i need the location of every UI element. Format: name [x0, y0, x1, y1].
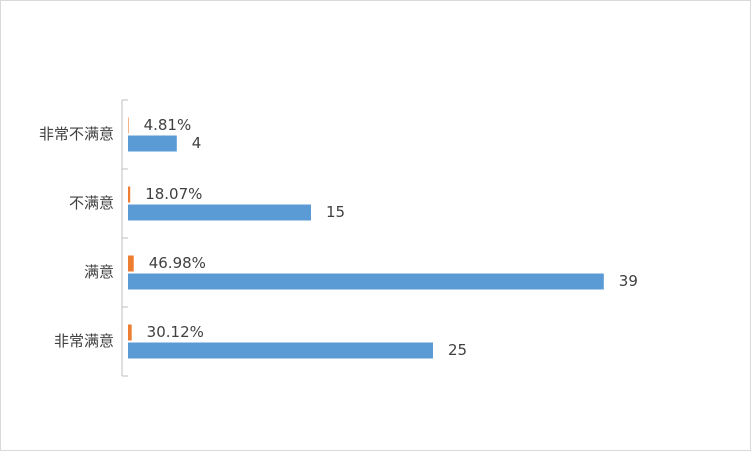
bar	[128, 324, 132, 341]
bar	[128, 186, 131, 203]
data-label: 4.81%	[144, 116, 192, 134]
data-label: 46.98%	[149, 254, 206, 272]
bar	[128, 342, 433, 359]
category-label: 满意	[84, 263, 114, 281]
data-label: 30.12%	[147, 323, 204, 341]
category-label: 非常不满意	[39, 125, 114, 143]
bar	[128, 135, 177, 152]
bar	[128, 273, 604, 290]
data-label: 39	[619, 272, 638, 290]
category-label: 不满意	[69, 194, 114, 212]
data-label: 4	[192, 134, 202, 152]
category-label: 非常满意	[54, 332, 114, 350]
data-label: 25	[448, 341, 467, 359]
data-label: 18.07%	[145, 185, 202, 203]
bar	[128, 117, 129, 134]
bar	[128, 255, 134, 272]
bar	[128, 204, 311, 221]
data-label: 15	[326, 203, 345, 221]
